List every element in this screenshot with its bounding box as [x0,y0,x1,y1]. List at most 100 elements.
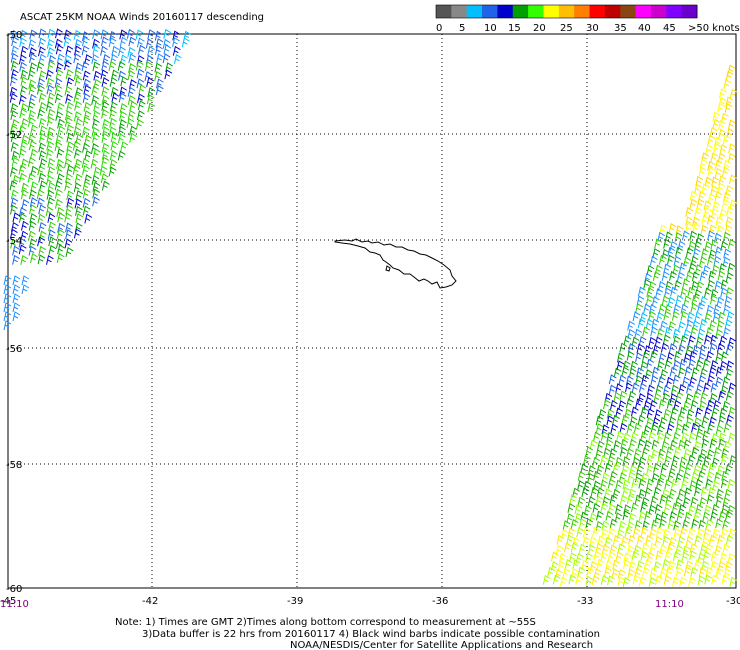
wind-barb [108,60,117,71]
wind-barb [718,263,727,273]
wind-barb [723,440,732,451]
lat-tick-label: -50 [6,30,22,41]
wind-barb [101,156,110,167]
wind-barb [696,233,705,244]
wind-barb [57,212,66,223]
wind-barb [74,100,82,111]
wind-barb [723,304,731,315]
wind-barb [726,206,734,217]
wind-barb [704,504,712,515]
wind-barb [694,183,702,194]
wind-barb [12,302,21,313]
wind-barb [101,94,110,105]
wind-barb [73,148,82,159]
wind-barb [719,360,728,371]
wind-barb [709,126,718,137]
wind-barb [595,449,603,460]
wind-barb [91,175,100,185]
wind-barb [709,319,717,330]
wind-barb [117,60,126,71]
wind-barb [699,544,708,555]
wind-barb [724,319,733,330]
wind-barb [678,439,686,450]
wind-barb [615,504,623,514]
wind-barb [671,478,679,489]
wind-barb [81,61,90,72]
wind-barb [20,140,28,151]
wind-barb [118,118,127,129]
wind-barb [75,206,83,216]
wind-barb [691,271,700,282]
wind-barb [705,543,714,554]
wind-barb [679,358,688,369]
wind-barb [37,254,46,265]
wind-barb [57,118,65,129]
wind-barb [687,527,696,538]
wind-barb [708,463,717,474]
wind-barb [29,29,38,40]
wind-barb [663,408,672,419]
wind-barb [642,326,650,337]
wind-barb [707,160,715,171]
wind-barb [640,406,649,417]
wind-barb [646,478,655,489]
wind-barb [561,529,569,540]
wind-barb [669,366,678,377]
wind-barb [646,464,655,475]
wind-barb [100,45,108,56]
wind-barb [710,334,718,345]
wind-barb [674,497,683,508]
wind-barb [703,455,711,466]
wind-barb [652,344,661,355]
legend-swatch [436,5,452,18]
wind-barb [47,197,55,207]
wind-barb [711,208,719,218]
wind-barb [92,110,101,121]
wind-barb [82,188,91,199]
wind-barb [566,513,575,524]
wind-barb [646,294,654,305]
wind-barb [640,360,648,371]
wind-barb [720,279,729,290]
wind-barb [675,472,683,483]
wind-barb [672,335,681,346]
wind-barb [587,544,596,555]
wind-barb [38,150,47,161]
wind-barb [681,423,690,434]
wind-barb [84,150,93,160]
wind-barb [698,567,707,578]
wind-barb [715,518,723,529]
wind-barb [667,542,675,553]
wind-barb [20,76,29,87]
wind-barb [694,264,703,275]
wind-barb [685,206,694,217]
wind-barb [722,198,730,209]
wind-barb [672,374,681,385]
wind-barb [710,382,719,393]
wind-barb [84,174,92,185]
wind-barb [685,216,693,227]
wind-barb [723,159,731,170]
wind-barb [727,238,736,249]
wind-barb [653,392,662,403]
wind-barb [616,430,625,441]
wind-barb [572,487,580,498]
wind-barb [621,366,630,377]
wind-barb [607,455,616,466]
wind-barb [38,132,47,143]
wind-barb [618,374,627,385]
wind-barb [630,360,638,371]
wind-barb [55,111,64,121]
wind-barb [640,550,649,561]
wind-barb [154,30,163,41]
wind-barb [656,455,665,466]
wind-barb [651,439,660,450]
wind-barb [165,62,173,73]
wind-barb [662,385,671,396]
wind-barb [648,336,657,347]
wind-barb [623,504,632,515]
wind-barb [648,304,657,314]
latitude-labels: -50 -52 -54 -56 -58 -60 [6,30,22,595]
wind-barb [56,102,65,113]
wind-barb [662,334,671,345]
